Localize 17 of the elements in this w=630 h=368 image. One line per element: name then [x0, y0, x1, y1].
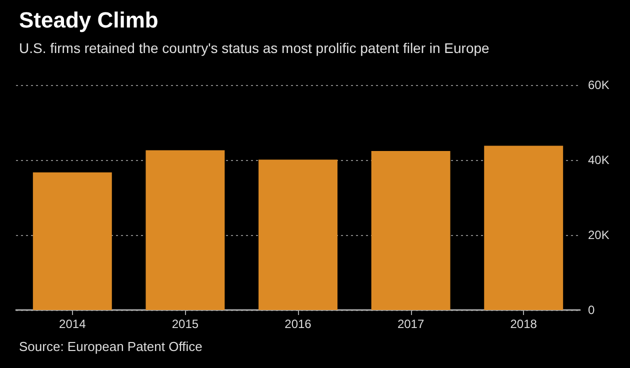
bar: [371, 151, 450, 310]
bar: [484, 146, 564, 310]
bar: [146, 150, 225, 310]
x-tick-label: 2018: [510, 317, 538, 331]
chart-title: Steady Climb: [19, 8, 158, 32]
bar: [32, 172, 112, 310]
x-tick-label: 2016: [284, 317, 312, 331]
x-tick-label: 2017: [397, 317, 424, 331]
source-note: Source: European Patent Office: [19, 339, 202, 354]
chart-subtitle: U.S. firms retained the country's status as most prolific patent filer in Europe: [19, 40, 490, 56]
y-tick-label: 40K: [588, 153, 610, 167]
y-tick-label: 0: [588, 303, 595, 317]
y-tick-label: 60K: [588, 78, 610, 92]
x-tick-label: 2014: [59, 317, 86, 331]
bar: [258, 160, 338, 310]
y-tick-label: 20K: [588, 228, 610, 242]
x-tick-label: 2015: [172, 317, 199, 331]
